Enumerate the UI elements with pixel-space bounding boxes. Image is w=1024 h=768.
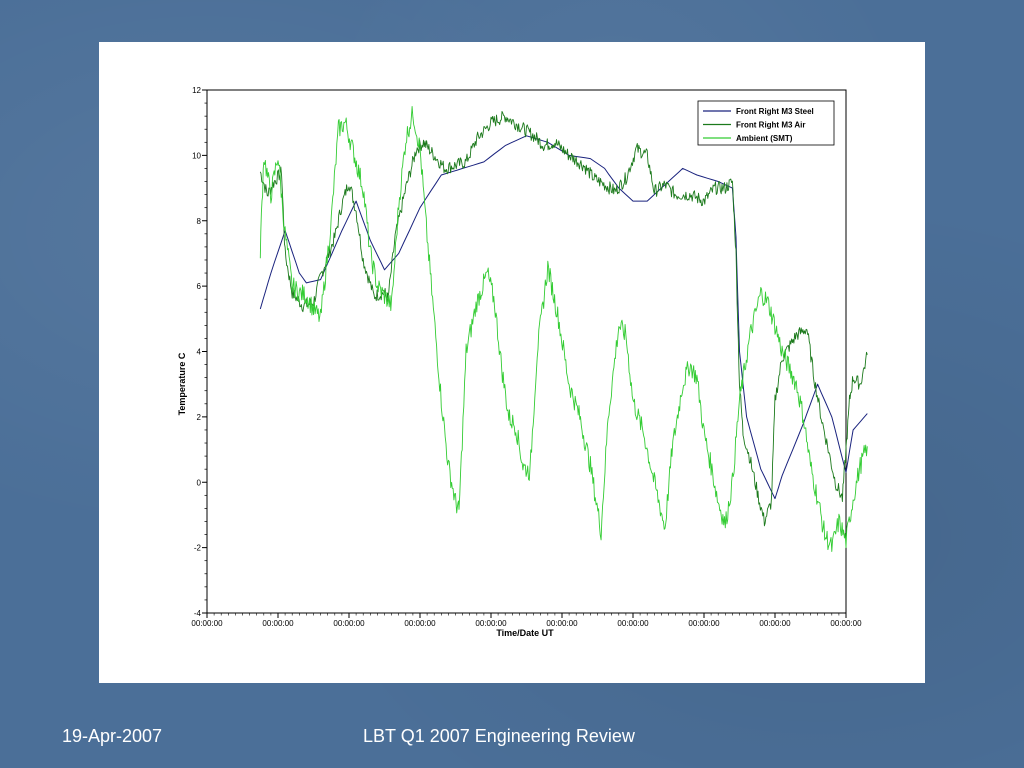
x-tick-label: 00:00:00 — [546, 619, 578, 628]
x-tick-label: 00:00:00 — [191, 619, 223, 628]
legend-entry: Front Right M3 Air — [736, 121, 805, 130]
footer-date: 19-Apr-2007 — [62, 726, 163, 746]
x-tick-label: 00:00:00 — [404, 619, 436, 628]
y-tick-label: 6 — [197, 282, 202, 291]
x-axis-label: Time/Date UT — [496, 628, 554, 638]
x-tick-label: 00:00:00 — [333, 619, 365, 628]
y-tick-label: 8 — [197, 217, 202, 226]
chart-panel: -4 -2 0 2 4 6 8 10 12 00:00:00 00:00:00 00:00:00 00:… — [99, 42, 925, 683]
legend-entry: Front Right M3 Steel — [736, 107, 814, 116]
y-tick-label: 0 — [197, 478, 202, 487]
series-line-2 — [259, 110, 868, 527]
x-tick-label: 00:00:00 — [688, 619, 720, 628]
x-tick-label: 00:00:00 — [262, 619, 294, 628]
y-axis-label: Temperature C — [177, 352, 187, 415]
series-line-3 — [259, 106, 868, 552]
x-tick-label: 00:00:00 — [475, 619, 507, 628]
y-tick-label: 10 — [192, 151, 201, 160]
legend-entry: Ambient (SMT) — [736, 134, 793, 143]
plot-area — [206, 89, 847, 614]
y-tick-label: 12 — [192, 86, 201, 95]
y-tick-label: -2 — [194, 544, 202, 553]
x-tick-label: 00:00:00 — [617, 619, 649, 628]
series-line-1 — [259, 135, 868, 500]
temperature-chart: -4 -2 0 2 4 6 8 10 12 00:00:00 00:00:00 00:00:00 00:… — [177, 86, 868, 638]
y-tick-label: -4 — [194, 609, 202, 618]
x-tick-label: 00:00:00 — [830, 619, 862, 628]
x-tick-label: 00:00:00 — [759, 619, 791, 628]
y-tick-label: 4 — [197, 348, 202, 357]
y-tick-label: 2 — [197, 413, 202, 422]
footer-title: LBT Q1 2007 Engineering Review — [363, 726, 635, 746]
